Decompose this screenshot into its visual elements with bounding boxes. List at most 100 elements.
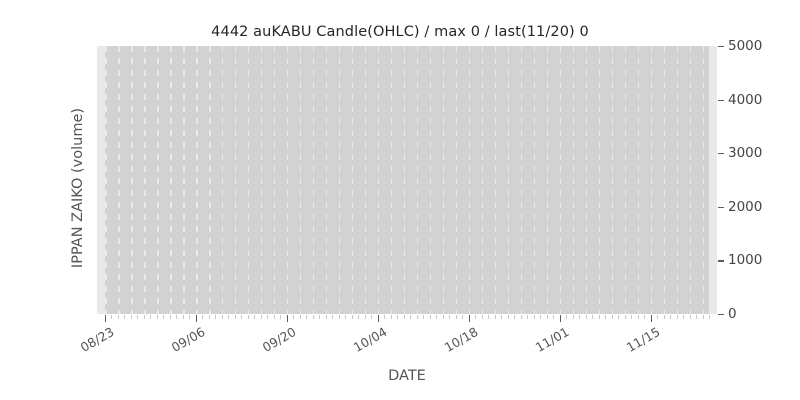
x-tick-minor [579, 315, 581, 319]
gridline [494, 46, 497, 314]
x-tick-major [559, 315, 561, 322]
x-tick-minor [312, 315, 314, 319]
x-tick-minor [221, 315, 223, 319]
x-tick-label: 10/18 [441, 324, 481, 356]
x-tick-minor [553, 315, 555, 319]
x-tick-minor [670, 315, 672, 319]
x-tick-major [468, 315, 470, 322]
gridline [598, 46, 601, 314]
gridline [520, 46, 523, 314]
x-tick-minor [429, 315, 431, 319]
gridline [286, 46, 289, 314]
x-tick-minor [143, 315, 145, 319]
y-tick-mark [718, 314, 724, 316]
x-tick-minor [403, 315, 405, 319]
gridline [325, 46, 328, 314]
x-tick-minor [611, 315, 613, 319]
x-tick-minor [449, 315, 451, 319]
x-tick-minor [533, 315, 535, 319]
x-tick-minor [410, 315, 412, 319]
x-tick-minor [254, 315, 256, 319]
x-tick-label: 08/23 [77, 324, 117, 356]
gridline [117, 46, 120, 314]
gridline [156, 46, 159, 314]
gridline [455, 46, 458, 314]
gridline [585, 46, 588, 314]
x-tick-minor [260, 315, 262, 319]
vertical-gridlines [97, 46, 717, 314]
gridline [468, 46, 471, 314]
x-tick-minor [130, 315, 132, 319]
gridline [689, 46, 692, 314]
x-tick-minor [527, 315, 529, 319]
gridline [546, 46, 549, 314]
gridline [624, 46, 627, 314]
x-tick-minor [267, 315, 269, 319]
x-tick-minor [520, 315, 522, 319]
x-tick-minor [137, 315, 139, 319]
x-tick-minor [442, 315, 444, 319]
x-tick-minor [676, 315, 678, 319]
gridline [637, 46, 640, 314]
y-tick-label: 5000 [728, 38, 763, 54]
gridline [105, 46, 107, 314]
gridline [130, 46, 133, 314]
gridline [221, 46, 224, 314]
y-axis-label: IPPAN ZAIKO (volume) [70, 107, 86, 269]
x-tick-minor [546, 315, 548, 319]
x-tick-minor [182, 315, 184, 319]
x-tick-minor [566, 315, 568, 319]
gridline [429, 46, 432, 314]
x-tick-minor [332, 315, 334, 319]
x-tick-minor [416, 315, 418, 319]
x-tick-minor [234, 315, 236, 319]
gridline [702, 46, 705, 314]
x-tick-minor [514, 315, 516, 319]
gridline [260, 46, 263, 314]
x-tick-minor [475, 315, 477, 319]
gridline [507, 46, 510, 314]
x-tick-minor [247, 315, 249, 319]
x-tick-minor [293, 315, 295, 319]
x-tick-minor [351, 315, 353, 319]
gridline [533, 46, 536, 314]
x-tick-minor [657, 315, 659, 319]
y-tick-mark [718, 46, 724, 48]
x-tick-minor [585, 315, 587, 319]
gridline [169, 46, 172, 314]
x-tick-major [195, 315, 198, 322]
x-tick-label: 09/06 [168, 324, 208, 356]
x-axis-label: DATE [388, 368, 426, 384]
chart-title: 4442 auKABU Candle(OHLC) / max 0 / last(… [211, 24, 589, 40]
plot-area [97, 46, 717, 314]
x-tick-minor [709, 315, 710, 319]
x-tick-minor [241, 315, 243, 319]
x-tick-minor [631, 315, 633, 319]
x-tick-minor [702, 315, 704, 319]
gridline [663, 46, 666, 314]
x-tick-minor [319, 315, 321, 319]
x-tick-minor [163, 315, 165, 319]
x-tick-minor [488, 315, 490, 319]
x-tick-minor [683, 315, 685, 319]
x-tick-minor [494, 315, 496, 319]
x-tick-minor [592, 315, 594, 319]
x-tick-minor [150, 315, 152, 319]
x-tick-minor [696, 315, 697, 319]
gridline [299, 46, 302, 314]
y-tick-mark [718, 153, 724, 155]
x-tick-minor [507, 315, 509, 319]
gridline [390, 46, 393, 314]
x-tick-minor [299, 315, 301, 319]
x-tick-minor [605, 315, 607, 319]
gridline [312, 46, 315, 314]
x-tick-minor [462, 315, 464, 319]
x-tick-minor [481, 315, 483, 319]
x-tick-minor [390, 315, 392, 319]
gridline [364, 46, 367, 314]
x-tick-minor [384, 315, 386, 319]
x-tick-minor [644, 315, 646, 319]
x-tick-minor [436, 315, 438, 319]
x-tick-minor [117, 315, 119, 319]
gridline [650, 46, 653, 314]
